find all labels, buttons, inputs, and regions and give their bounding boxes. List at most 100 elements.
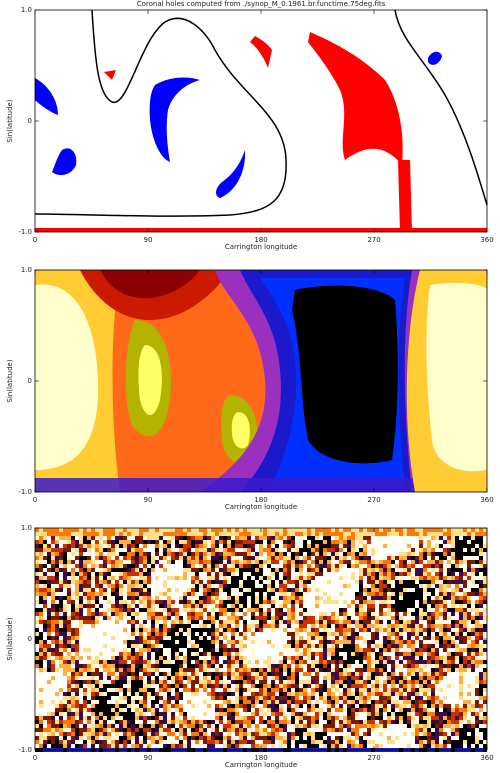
pixel xyxy=(183,612,187,616)
pixel xyxy=(103,628,107,632)
pixel xyxy=(39,676,43,680)
pixel xyxy=(463,624,467,628)
pixel xyxy=(367,560,371,564)
pixel xyxy=(227,640,231,644)
pixel xyxy=(191,580,195,584)
pixel xyxy=(315,536,319,540)
pixel xyxy=(135,632,139,636)
pixel xyxy=(311,672,315,676)
pixel xyxy=(215,564,219,568)
pixel xyxy=(251,632,255,636)
pixel xyxy=(263,660,267,664)
pixel xyxy=(127,548,131,552)
pixel xyxy=(287,656,291,660)
pixel xyxy=(271,552,275,556)
pixel xyxy=(211,684,215,688)
pixel xyxy=(267,696,271,700)
pixel xyxy=(247,684,251,688)
pixel xyxy=(243,540,247,544)
pixel xyxy=(115,688,119,692)
pixel xyxy=(51,620,55,624)
pixel xyxy=(383,648,387,652)
pixel xyxy=(319,612,323,616)
pixel xyxy=(167,560,171,564)
pixel xyxy=(83,656,87,660)
pixel xyxy=(39,632,43,636)
pixel xyxy=(51,544,55,548)
pixel xyxy=(287,680,291,684)
pixel xyxy=(107,592,111,596)
pixel xyxy=(203,676,207,680)
pixel xyxy=(467,540,471,544)
pixel xyxy=(115,596,119,600)
pixel xyxy=(403,624,407,628)
pixel xyxy=(179,536,183,540)
pixel xyxy=(75,548,79,552)
pixel xyxy=(423,652,427,656)
pixel xyxy=(67,532,71,536)
pixel xyxy=(211,628,215,632)
pixel xyxy=(287,544,291,548)
pixel xyxy=(235,656,239,660)
pixel xyxy=(35,556,39,560)
pixel xyxy=(315,596,319,600)
pixel xyxy=(311,604,315,608)
pixel xyxy=(211,696,215,700)
pixel xyxy=(427,656,431,660)
pixel xyxy=(219,592,223,596)
pixel xyxy=(151,656,155,660)
pixel xyxy=(347,544,351,548)
pixel xyxy=(427,616,431,620)
pixel xyxy=(39,588,43,592)
pixel xyxy=(259,664,263,668)
pixel xyxy=(463,640,467,644)
pixel xyxy=(243,656,247,660)
pixel xyxy=(455,528,459,532)
pixel xyxy=(383,532,387,536)
pixel xyxy=(291,596,295,600)
pixel xyxy=(35,600,39,604)
pixel xyxy=(239,632,243,636)
pixel xyxy=(171,536,175,540)
pixel xyxy=(231,564,235,568)
pixel xyxy=(383,636,387,640)
pixel xyxy=(419,532,423,536)
pixel xyxy=(63,628,67,632)
pixel xyxy=(187,680,191,684)
pixel xyxy=(195,600,199,604)
pixel xyxy=(415,692,419,696)
pixel xyxy=(39,636,43,640)
pixel xyxy=(215,624,219,628)
pixel xyxy=(83,552,87,556)
pixel xyxy=(191,648,195,652)
pixel xyxy=(143,624,147,628)
pixel xyxy=(151,576,155,580)
pixel xyxy=(315,532,319,536)
pixel xyxy=(227,672,231,676)
pixel xyxy=(435,632,439,636)
pixel xyxy=(107,676,111,680)
pixel xyxy=(379,624,383,628)
pixel xyxy=(287,692,291,696)
pixel xyxy=(483,612,487,616)
pixel xyxy=(291,620,295,624)
pixel xyxy=(479,664,483,668)
pixel xyxy=(231,556,235,560)
pixel xyxy=(107,544,111,548)
pixel xyxy=(283,648,287,652)
pixel xyxy=(343,544,347,548)
pixel xyxy=(295,696,299,700)
pixel xyxy=(71,616,75,620)
pixel xyxy=(267,700,271,704)
pixel xyxy=(71,704,75,708)
pixel xyxy=(123,684,127,688)
pixel xyxy=(291,544,295,548)
pixel xyxy=(91,576,95,580)
pixel xyxy=(99,588,103,592)
pixel xyxy=(463,656,467,660)
pixel xyxy=(299,580,303,584)
pixel xyxy=(279,648,283,652)
pixel xyxy=(295,544,299,548)
pixel xyxy=(239,532,243,536)
pixel xyxy=(259,552,263,556)
